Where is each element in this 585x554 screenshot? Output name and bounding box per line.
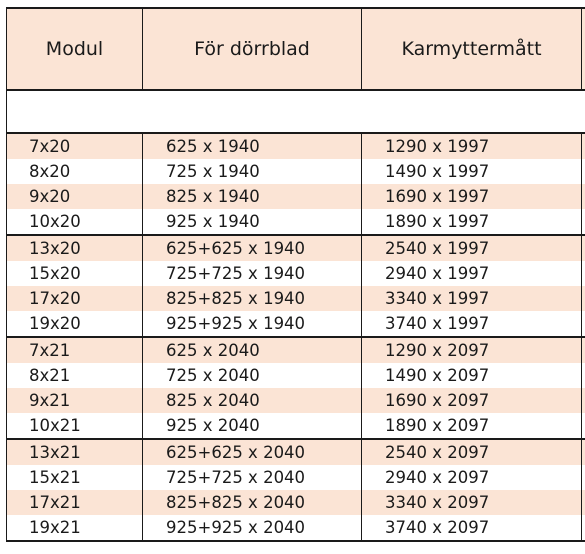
- cell-dorrblad: 725 x 1940: [142, 159, 362, 184]
- spacer-row: [6, 90, 585, 134]
- cell-karmyttermatt: 1490 x 2097: [361, 363, 582, 388]
- header-modul: Modul: [6, 7, 143, 91]
- cell-karmyttermatt: 3340 x 1997: [361, 286, 582, 311]
- cell-modul: 9x20: [6, 184, 143, 209]
- dimensions-table: Modul För dörrblad Karmyttermått 7x20 625…: [6, 7, 585, 542]
- cell-modul: 13x20: [6, 235, 143, 261]
- overflow-cell: [581, 515, 585, 542]
- table-row: 9x20 825 x 1940 1690 x 1997: [6, 184, 585, 209]
- cell-dorrblad: 925 x 2040: [142, 413, 362, 440]
- cell-karmyttermatt: 2540 x 2097: [361, 439, 582, 465]
- cell-karmyttermatt: 1690 x 2097: [361, 388, 582, 413]
- overflow-cell: [581, 209, 585, 236]
- cell-modul: 15x21: [6, 465, 143, 490]
- cell-modul: 17x20: [6, 286, 143, 311]
- cell-karmyttermatt: 3340 x 2097: [361, 490, 582, 515]
- cell-modul: 8x20: [6, 159, 143, 184]
- overflow-cell: [581, 363, 585, 388]
- cell-karmyttermatt: 1490 x 1997: [361, 159, 582, 184]
- cell-dorrblad: 925+925 x 2040: [142, 515, 362, 542]
- overflow-cell: [581, 184, 585, 209]
- cell-modul: 9x21: [6, 388, 143, 413]
- cell-dorrblad: 825 x 1940: [142, 184, 362, 209]
- cell-modul: 7x20: [6, 133, 143, 159]
- cell-modul: 19x20: [6, 311, 143, 338]
- table-row: 10x21 925 x 2040 1890 x 2097: [6, 413, 585, 440]
- cell-dorrblad: 825+825 x 1940: [142, 286, 362, 311]
- cell-karmyttermatt: 3740 x 1997: [361, 311, 582, 338]
- table-row: 8x21 725 x 2040 1490 x 2097: [6, 363, 585, 388]
- cell-karmyttermatt: 2540 x 1997: [361, 235, 582, 261]
- cell-modul: 15x20: [6, 261, 143, 286]
- cell-karmyttermatt: 1890 x 1997: [361, 209, 582, 236]
- cell-dorrblad: 725 x 2040: [142, 363, 362, 388]
- cell-dorrblad: 625 x 1940: [142, 133, 362, 159]
- overflow-cell: [581, 159, 585, 184]
- header-row: Modul För dörrblad Karmyttermått: [6, 7, 585, 91]
- table-row: 19x20 925+925 x 1940 3740 x 1997: [6, 311, 585, 338]
- cell-dorrblad: 625+625 x 2040: [142, 439, 362, 465]
- table-row: 13x21 625+625 x 2040 2540 x 2097: [6, 439, 585, 465]
- cell-modul: 17x21: [6, 490, 143, 515]
- overflow-cell: [581, 337, 585, 363]
- overflow-cell: [581, 235, 585, 261]
- cell-modul: 10x20: [6, 209, 143, 236]
- header-overflow-cell: [581, 7, 585, 91]
- cell-karmyttermatt: 2940 x 1997: [361, 261, 582, 286]
- cell-modul: 8x21: [6, 363, 143, 388]
- overflow-cell: [581, 465, 585, 490]
- cell-dorrblad: 625 x 2040: [142, 337, 362, 363]
- table-body: 7x20 625 x 1940 1290 x 1997 8x20 725 x 1940 1…: [6, 90, 585, 542]
- cell-karmyttermatt: 1890 x 2097: [361, 413, 582, 440]
- table-row: 7x21 625 x 2040 1290 x 2097: [6, 337, 585, 363]
- overflow-cell: [581, 133, 585, 159]
- table-row: 10x20 925 x 1940 1890 x 1997: [6, 209, 585, 236]
- cell-karmyttermatt: 1690 x 1997: [361, 184, 582, 209]
- table-row: 9x21 825 x 2040 1690 x 2097: [6, 388, 585, 413]
- overflow-cell: [581, 388, 585, 413]
- cell-modul: 10x21: [6, 413, 143, 440]
- cell-dorrblad: 925+925 x 1940: [142, 311, 362, 338]
- overflow-cell: [581, 311, 585, 338]
- cell-modul: 13x21: [6, 439, 143, 465]
- table-row: 15x21 725+725 x 2040 2940 x 2097: [6, 465, 585, 490]
- cell-karmyttermatt: 3740 x 2097: [361, 515, 582, 542]
- cell-dorrblad: 825+825 x 2040: [142, 490, 362, 515]
- table-row: 8x20 725 x 1940 1490 x 1997: [6, 159, 585, 184]
- cell-dorrblad: 725+725 x 1940: [142, 261, 362, 286]
- cell-dorrblad: 825 x 2040: [142, 388, 362, 413]
- table-row: 13x20 625+625 x 1940 2540 x 1997: [6, 235, 585, 261]
- table-row: 17x21 825+825 x 2040 3340 x 2097: [6, 490, 585, 515]
- overflow-cell: [581, 261, 585, 286]
- cell-dorrblad: 725+725 x 2040: [142, 465, 362, 490]
- overflow-cell: [581, 286, 585, 311]
- overflow-cell: [581, 413, 585, 440]
- table-row: 19x21 925+925 x 2040 3740 x 2097: [6, 515, 585, 542]
- table-row: 7x20 625 x 1940 1290 x 1997: [6, 133, 585, 159]
- header-karmyttermatt: Karmyttermått: [361, 7, 582, 91]
- cell-modul: 7x21: [6, 337, 143, 363]
- overflow-cell: [581, 490, 585, 515]
- cell-karmyttermatt: 1290 x 1997: [361, 133, 582, 159]
- cell-dorrblad: 625+625 x 1940: [142, 235, 362, 261]
- table-row: 15x20 725+725 x 1940 2940 x 1997: [6, 261, 585, 286]
- cell-dorrblad: 925 x 1940: [142, 209, 362, 236]
- cell-modul: 19x21: [6, 515, 143, 542]
- cell-karmyttermatt: 2940 x 2097: [361, 465, 582, 490]
- table-row: 17x20 825+825 x 1940 3340 x 1997: [6, 286, 585, 311]
- header-dorrblad: För dörrblad: [142, 7, 362, 91]
- cell-karmyttermatt: 1290 x 2097: [361, 337, 582, 363]
- overflow-cell: [581, 439, 585, 465]
